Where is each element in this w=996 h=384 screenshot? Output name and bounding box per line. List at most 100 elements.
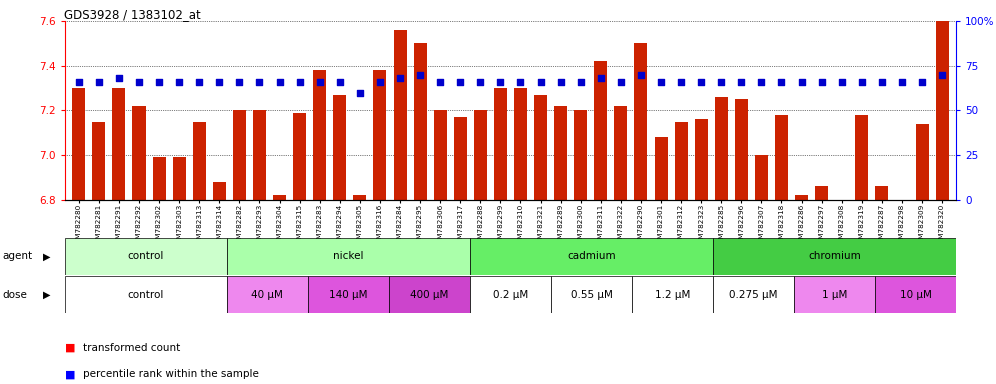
Point (472, 79, 488, 85)
Point (131, 79, 147, 85)
Bar (815, 186, 828, 200)
Bar (152, 157, 165, 200)
Text: 400 μM: 400 μM (410, 290, 448, 300)
Bar (253, 111, 266, 200)
Text: 1.2 μM: 1.2 μM (654, 290, 690, 300)
Point (372, 79, 387, 85)
Bar (534, 95, 547, 200)
Point (553, 79, 569, 85)
Text: control: control (127, 251, 164, 262)
Text: 40 μM: 40 μM (251, 290, 283, 300)
Point (713, 79, 729, 85)
Bar (65, 238, 227, 275)
Point (392, 75, 408, 81)
Text: ■: ■ (65, 369, 76, 379)
Bar (227, 238, 470, 275)
Bar (595, 61, 608, 200)
Bar (794, 276, 875, 313)
Point (573, 79, 589, 85)
Point (794, 79, 810, 85)
Text: ▶: ▶ (43, 251, 51, 262)
Bar (715, 97, 728, 200)
Bar (875, 276, 956, 313)
Point (593, 75, 609, 81)
Point (252, 79, 268, 85)
Point (834, 79, 850, 85)
Text: 140 μM: 140 μM (329, 290, 368, 300)
Bar (454, 117, 467, 200)
Bar (273, 195, 286, 200)
Point (211, 79, 227, 85)
Bar (470, 238, 713, 275)
Text: control: control (127, 290, 164, 300)
Text: ▶: ▶ (43, 290, 51, 300)
Bar (433, 111, 446, 200)
Point (412, 72, 428, 78)
Text: 0.2 μM: 0.2 μM (493, 290, 528, 300)
Bar (334, 95, 347, 200)
Point (272, 79, 288, 85)
Bar (713, 238, 956, 275)
Bar (354, 195, 367, 200)
Point (854, 79, 870, 85)
Bar (474, 111, 487, 200)
Point (774, 79, 790, 85)
Bar (575, 111, 588, 200)
Bar (413, 43, 426, 200)
Point (292, 79, 308, 85)
Bar (755, 155, 768, 200)
Bar (735, 99, 748, 200)
Point (753, 79, 769, 85)
Bar (615, 106, 627, 200)
Bar (213, 182, 226, 200)
Point (111, 75, 126, 81)
Point (171, 79, 187, 85)
Point (352, 89, 368, 96)
Point (151, 79, 167, 85)
Point (231, 79, 247, 85)
Point (312, 79, 328, 85)
Bar (674, 122, 687, 200)
Text: transformed count: transformed count (83, 343, 180, 353)
Text: cadmium: cadmium (567, 251, 616, 262)
Bar (551, 276, 632, 313)
Bar (293, 113, 306, 200)
Bar (227, 276, 308, 313)
Point (432, 79, 448, 85)
Bar (388, 276, 470, 313)
Point (452, 79, 468, 85)
Bar (313, 70, 327, 200)
Bar (713, 276, 794, 313)
Bar (632, 276, 713, 313)
Bar (172, 157, 185, 200)
Bar (514, 88, 527, 200)
Bar (393, 30, 406, 200)
Text: dose: dose (2, 290, 27, 300)
Text: 0.275 μM: 0.275 μM (729, 290, 778, 300)
Point (894, 79, 910, 85)
Point (91, 79, 107, 85)
Text: percentile rank within the sample: percentile rank within the sample (83, 369, 259, 379)
Text: 10 μM: 10 μM (899, 290, 931, 300)
Point (673, 79, 689, 85)
Point (934, 72, 950, 78)
Bar (233, 111, 246, 200)
Text: 1 μM: 1 μM (822, 290, 848, 300)
Point (733, 79, 749, 85)
Bar (73, 88, 86, 200)
Bar (308, 276, 388, 313)
Bar (93, 122, 106, 200)
Point (71, 79, 87, 85)
Point (653, 79, 669, 85)
Bar (935, 21, 948, 200)
Bar (554, 106, 567, 200)
Point (513, 79, 529, 85)
Bar (875, 186, 888, 200)
Point (191, 79, 207, 85)
Point (814, 79, 830, 85)
Bar (775, 115, 788, 200)
Point (633, 72, 649, 78)
Point (533, 79, 549, 85)
Bar (654, 137, 667, 200)
Bar (494, 88, 507, 200)
